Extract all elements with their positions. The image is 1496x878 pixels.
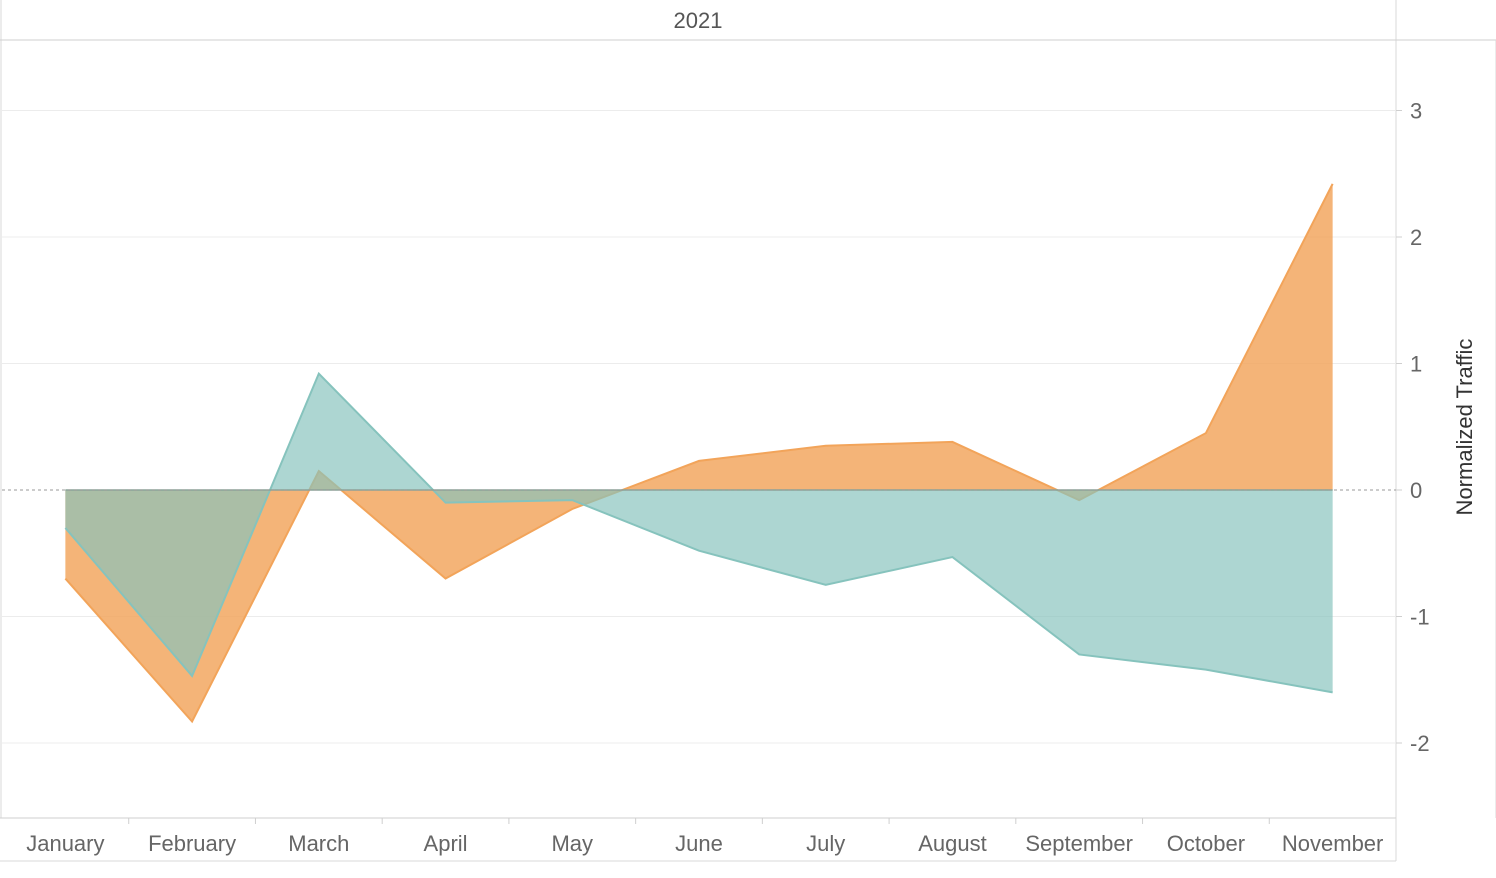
x-tick-label: July: [806, 831, 845, 856]
x-tick-label: April: [424, 831, 468, 856]
x-tick-label: November: [1282, 831, 1383, 856]
x-tick-label: May: [551, 831, 593, 856]
series-areas: [64, 183, 1334, 724]
y-tick-label: -2: [1410, 731, 1430, 756]
x-tick-label: February: [148, 831, 236, 856]
x-tick-label: August: [918, 831, 987, 856]
series-area-2: [65, 373, 1333, 693]
x-tick-label: January: [26, 831, 104, 856]
y-axis-ticks: 3 2 1 0 -1 -2: [1396, 99, 1430, 756]
column-header: 2021: [674, 8, 723, 33]
x-tick-label: June: [675, 831, 723, 856]
y-tick-label: -1: [1410, 605, 1430, 630]
y-tick-label: 0: [1410, 478, 1422, 503]
y-tick-label: 3: [1410, 99, 1422, 124]
y-tick-label: 2: [1410, 225, 1422, 250]
x-tick-label: October: [1167, 831, 1245, 856]
x-axis-ticks: January February March April May June July Augu…: [26, 818, 1383, 856]
y-axis-title: Normalized Traffic: [1452, 339, 1477, 516]
x-tick-label: March: [288, 831, 349, 856]
x-tick-label: September: [1025, 831, 1133, 856]
y-tick-label: 1: [1410, 352, 1422, 377]
